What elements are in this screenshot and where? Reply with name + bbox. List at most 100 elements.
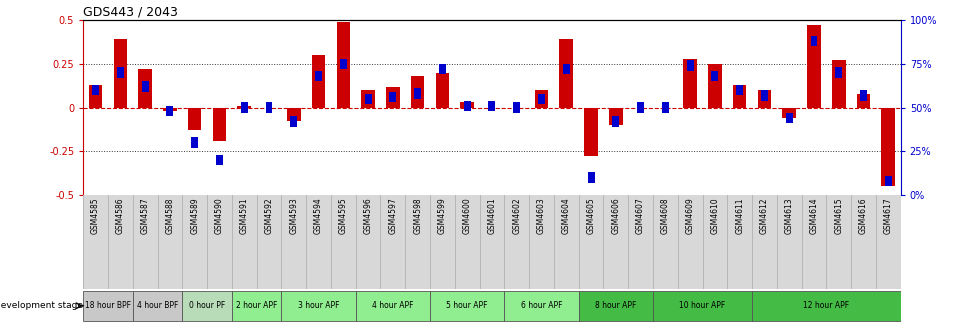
Bar [163,108,177,111]
Bar [414,88,421,99]
Bar [711,71,718,81]
Bar [558,39,572,108]
Text: 10 hour APF: 10 hour APF [679,301,725,310]
Text: GSM4591: GSM4591 [240,198,248,234]
Text: GSM4596: GSM4596 [363,198,373,235]
Text: GSM4611: GSM4611 [734,198,743,234]
Text: GSM4610: GSM4610 [710,198,719,234]
Bar [212,108,226,141]
Bar [686,60,692,71]
Bar [265,102,272,113]
Text: GSM4605: GSM4605 [586,198,595,235]
Bar [460,102,473,108]
Bar [587,172,594,183]
Bar [637,102,644,113]
Bar [834,67,841,78]
Text: GSM4614: GSM4614 [809,198,818,234]
Text: 2 hour APF: 2 hour APF [236,301,277,310]
Text: GSM4603: GSM4603 [537,198,546,235]
Bar [810,36,817,46]
Text: 18 hour BPF: 18 hour BPF [85,301,131,310]
Bar [488,100,495,111]
Bar [92,85,99,95]
Bar [438,64,445,74]
Bar [735,85,742,95]
Bar [339,58,346,69]
Bar [287,108,300,122]
Text: 4 hour BPF: 4 hour BPF [137,301,178,310]
Bar [538,93,545,104]
Bar [733,85,745,108]
Text: GSM4597: GSM4597 [388,198,397,235]
Text: GSM4608: GSM4608 [660,198,669,234]
Bar [880,108,894,186]
Bar [113,39,127,108]
FancyBboxPatch shape [182,291,232,321]
Bar [512,102,519,113]
Bar [785,113,792,123]
Text: 6 hour APF: 6 hour APF [520,301,561,310]
Bar [707,64,721,108]
Text: 3 hour APF: 3 hour APF [297,301,339,310]
Bar [683,58,696,108]
Text: GSM4606: GSM4606 [610,198,620,235]
Bar [89,85,103,108]
FancyBboxPatch shape [83,291,133,321]
Bar [806,26,820,108]
Bar [860,90,867,100]
Text: GSM4592: GSM4592 [264,198,273,234]
Bar [166,106,173,116]
Bar [364,93,372,104]
Text: GSM4590: GSM4590 [215,198,224,235]
Bar [760,90,767,100]
Text: GSM4613: GSM4613 [784,198,793,234]
Bar [238,106,250,108]
Text: GSM4615: GSM4615 [833,198,842,234]
Bar [611,116,619,127]
Text: 0 hour PF: 0 hour PF [189,301,225,310]
Bar [435,73,449,108]
Bar [138,69,152,108]
Text: GSM4602: GSM4602 [511,198,520,234]
Text: 8 hour APF: 8 hour APF [595,301,636,310]
Text: GSM4607: GSM4607 [636,198,645,235]
Text: development stage: development stage [0,301,82,310]
Bar [385,87,399,108]
Text: GSM4585: GSM4585 [91,198,100,234]
Text: GSM4609: GSM4609 [685,198,694,235]
Text: GSM4587: GSM4587 [141,198,150,234]
Bar [464,100,470,111]
Text: GSM4612: GSM4612 [759,198,768,234]
Bar [584,108,598,157]
Bar [884,176,891,186]
FancyBboxPatch shape [429,291,504,321]
Bar [856,93,869,108]
Bar [361,90,375,108]
Bar [116,67,123,78]
Text: GSM4593: GSM4593 [289,198,298,235]
FancyBboxPatch shape [652,291,751,321]
FancyBboxPatch shape [751,291,900,321]
Bar [336,22,350,108]
Bar [534,90,548,108]
Bar [781,108,795,118]
Text: GSM4600: GSM4600 [463,198,471,235]
FancyBboxPatch shape [578,291,652,321]
Text: GSM4598: GSM4598 [413,198,422,234]
FancyBboxPatch shape [355,291,429,321]
Bar [831,60,845,108]
FancyBboxPatch shape [133,291,182,321]
Text: GSM4589: GSM4589 [190,198,199,234]
Text: 12 hour APF: 12 hour APF [803,301,849,310]
Text: GSM4604: GSM4604 [561,198,570,235]
Bar [188,108,201,130]
Bar [241,102,247,113]
Text: 4 hour APF: 4 hour APF [372,301,413,310]
FancyBboxPatch shape [281,291,355,321]
FancyBboxPatch shape [504,291,578,321]
Bar [411,76,424,108]
Text: GSM4599: GSM4599 [437,198,446,235]
Text: GSM4595: GSM4595 [338,198,347,235]
Bar [290,116,297,127]
Text: GSM4588: GSM4588 [165,198,174,234]
